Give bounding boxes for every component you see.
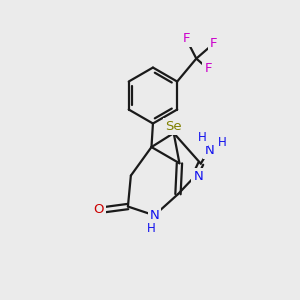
Text: F: F — [204, 62, 212, 75]
Text: F: F — [182, 32, 190, 45]
Text: N: N — [193, 170, 203, 183]
Text: F: F — [210, 37, 218, 50]
Text: N: N — [149, 209, 159, 222]
Text: O: O — [93, 203, 104, 216]
Text: H: H — [198, 131, 207, 144]
Text: Se: Se — [165, 120, 182, 133]
Text: N: N — [205, 144, 214, 157]
Text: H: H — [146, 222, 155, 235]
Text: H: H — [218, 136, 226, 149]
